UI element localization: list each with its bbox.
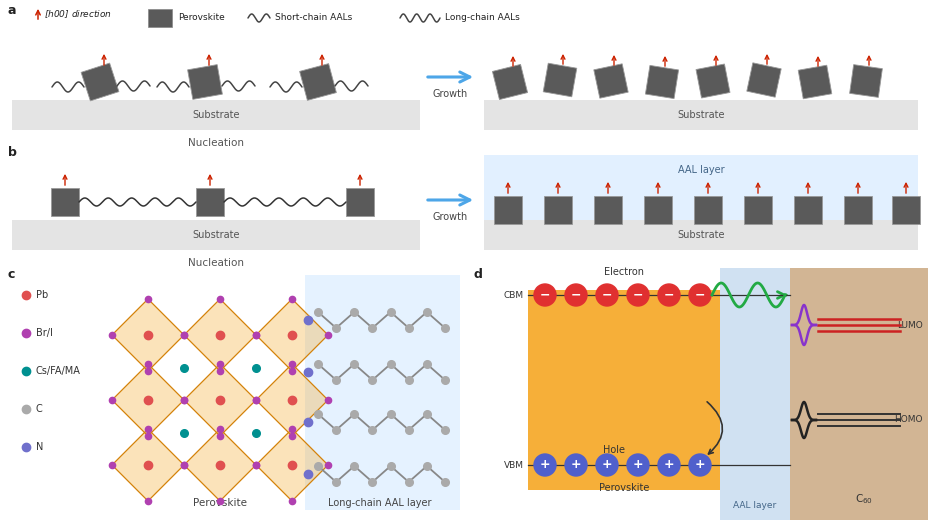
- Polygon shape: [798, 65, 831, 99]
- Text: +: +: [664, 459, 674, 472]
- Text: −: −: [601, 289, 613, 302]
- Bar: [790, 268, 928, 520]
- Polygon shape: [148, 9, 172, 27]
- Text: +: +: [571, 459, 581, 472]
- Polygon shape: [543, 63, 577, 97]
- Circle shape: [565, 284, 587, 306]
- Polygon shape: [892, 196, 920, 224]
- Text: +: +: [695, 459, 706, 472]
- Circle shape: [565, 454, 587, 476]
- Text: C: C: [36, 404, 43, 414]
- Text: Short-chain AALs: Short-chain AALs: [275, 14, 352, 22]
- Polygon shape: [850, 64, 883, 97]
- Text: N: N: [36, 442, 44, 452]
- Text: d: d: [474, 268, 483, 281]
- Polygon shape: [594, 196, 622, 224]
- Polygon shape: [112, 364, 184, 436]
- Text: Long-chain AAL layer: Long-chain AAL layer: [329, 498, 432, 508]
- Polygon shape: [694, 196, 722, 224]
- Text: HOMO: HOMO: [895, 415, 923, 424]
- Circle shape: [627, 454, 649, 476]
- Polygon shape: [645, 66, 679, 99]
- Text: Nucleation: Nucleation: [188, 258, 244, 268]
- Text: LUMO: LUMO: [897, 320, 923, 330]
- Text: CBM: CBM: [504, 291, 524, 300]
- Polygon shape: [256, 299, 328, 371]
- Text: Cs/FA/MA: Cs/FA/MA: [36, 366, 81, 376]
- Text: Br/I: Br/I: [36, 328, 53, 338]
- Text: Perovskite: Perovskite: [599, 483, 649, 493]
- Polygon shape: [184, 429, 256, 501]
- Text: −: −: [633, 289, 643, 302]
- Circle shape: [689, 284, 711, 306]
- Text: −: −: [571, 289, 581, 302]
- Text: +: +: [633, 459, 643, 472]
- Bar: [484, 220, 918, 250]
- Polygon shape: [188, 64, 223, 99]
- Polygon shape: [492, 64, 528, 99]
- Bar: [720, 268, 790, 520]
- Text: Growth: Growth: [433, 89, 468, 99]
- Polygon shape: [51, 188, 79, 216]
- Text: −: −: [695, 289, 706, 302]
- Text: Long-chain AALs: Long-chain AALs: [445, 14, 519, 22]
- Text: AAL layer: AAL layer: [678, 165, 724, 175]
- Text: Perovskite: Perovskite: [193, 498, 247, 508]
- Text: −: −: [664, 289, 674, 302]
- Polygon shape: [112, 299, 184, 371]
- Polygon shape: [594, 64, 628, 98]
- Polygon shape: [794, 196, 822, 224]
- Polygon shape: [346, 188, 374, 216]
- Text: Substrate: Substrate: [192, 230, 240, 240]
- Text: AAL layer: AAL layer: [734, 501, 776, 510]
- Circle shape: [596, 454, 618, 476]
- Text: +: +: [540, 459, 550, 472]
- Text: c: c: [8, 268, 16, 281]
- Polygon shape: [184, 364, 256, 436]
- Bar: [484, 155, 918, 220]
- Polygon shape: [300, 63, 336, 100]
- Circle shape: [689, 454, 711, 476]
- Text: +: +: [601, 459, 613, 472]
- Text: a: a: [8, 4, 17, 17]
- Bar: [305, 275, 460, 510]
- Bar: [528, 290, 720, 490]
- Polygon shape: [494, 196, 522, 224]
- Polygon shape: [196, 188, 224, 216]
- Polygon shape: [844, 196, 872, 224]
- Polygon shape: [256, 429, 328, 501]
- Circle shape: [658, 454, 680, 476]
- Circle shape: [658, 284, 680, 306]
- Text: Substrate: Substrate: [677, 230, 724, 240]
- Text: Pb: Pb: [36, 290, 48, 300]
- Text: Electron: Electron: [604, 267, 644, 277]
- Polygon shape: [81, 63, 119, 101]
- Text: Hole: Hole: [603, 445, 625, 455]
- Polygon shape: [644, 196, 672, 224]
- Text: Substrate: Substrate: [677, 110, 724, 120]
- Bar: [12, 100, 420, 130]
- Circle shape: [596, 284, 618, 306]
- Polygon shape: [544, 196, 572, 224]
- Text: [$h$00] direction: [$h$00] direction: [44, 8, 112, 20]
- Text: −: −: [540, 289, 550, 302]
- Circle shape: [534, 454, 556, 476]
- Bar: [484, 100, 918, 130]
- Circle shape: [534, 284, 556, 306]
- Text: Perovskite: Perovskite: [178, 14, 224, 22]
- Bar: [12, 220, 420, 250]
- Circle shape: [627, 284, 649, 306]
- Polygon shape: [112, 429, 184, 501]
- Text: b: b: [8, 146, 17, 159]
- Text: Nucleation: Nucleation: [188, 138, 244, 148]
- Polygon shape: [696, 64, 730, 98]
- Text: VBM: VBM: [504, 461, 524, 470]
- Text: Substrate: Substrate: [192, 110, 240, 120]
- Polygon shape: [256, 364, 328, 436]
- Polygon shape: [744, 196, 772, 224]
- Polygon shape: [184, 299, 256, 371]
- Text: Growth: Growth: [433, 212, 468, 222]
- Text: C$_{60}$: C$_{60}$: [855, 492, 873, 506]
- Polygon shape: [747, 63, 781, 97]
